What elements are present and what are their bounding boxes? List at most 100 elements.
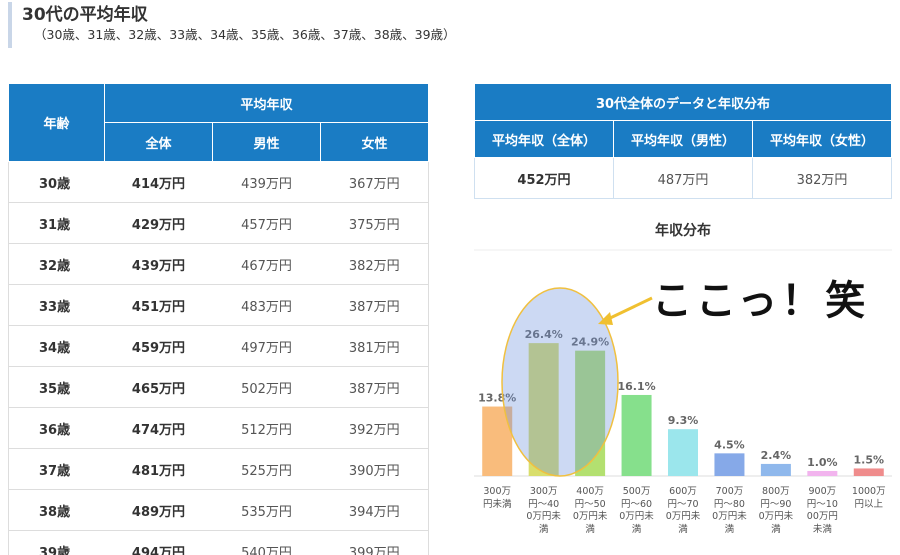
table-cell: 387万円 [320,366,429,408]
table-cell: 502万円 [212,366,321,408]
table-body: 452万円 487万円 382万円 [474,157,892,199]
table-cell: 399万円 [320,530,429,555]
page-title: 30代の平均年収 [22,5,148,25]
column-header: 平均年収（女性） [752,120,892,158]
table-cell: 381万円 [320,325,429,367]
header-row: 年齢 平均年収 [8,83,430,162]
summary-title: 30代全体のデータと年収分布 [474,83,892,121]
header-row: 全体 男性 女性 [9,122,430,162]
table-cell: 497万円 [212,325,321,367]
x-tick-label: 300万円～400万円未満 [526,486,561,535]
bar [482,406,513,476]
table-cell: 367万円 [320,161,429,203]
table-head: 30代全体のデータと年収分布 平均年収（全体） 平均年収（男性） 平均年収（女性） [474,83,892,158]
table-row: 34歳 459万円 497万円 381万円 [8,325,429,367]
table-row: 31歳 429万円 457万円 375万円 [8,202,429,244]
column-header: 平均年収（全体） [474,120,614,158]
table-cell: 392万円 [320,407,429,449]
table-body: 30歳 414万円 439万円 367万円 31歳 429万円 457万円 375万円 32歳 4… [8,161,429,555]
table-cell: 387万円 [320,284,429,326]
table-cell: 540万円 [212,530,321,555]
header-row: 30代全体のデータと年収分布 [474,83,892,121]
x-tick-label: 400万円～500万円未満 [572,486,608,535]
table-cell: 459万円 [104,325,213,367]
x-tick-label: 500万円～600万円未満 [619,486,654,535]
table-cell: 429万円 [104,202,213,244]
table-cell: 525万円 [212,448,321,490]
data-label: 9.3% [668,414,699,427]
bar [807,470,838,476]
data-label: 24.9% [571,336,609,349]
arrow-head [598,312,613,325]
table-cell: 512万円 [212,407,321,449]
data-label: 4.5% [714,438,745,451]
column-header: 平均年収（男性） [613,120,753,158]
x-tick-label: 300万円未満 [482,486,512,510]
x-tick-label: 700万円～800万円未満 [712,486,747,535]
table-cell: 39歳 [8,530,105,555]
header-row: 平均年収（全体） 平均年収（男性） 平均年収（女性） [474,120,892,158]
table-cell: 34歳 [8,325,105,367]
data-label: 26.4% [525,328,563,341]
table-cell: 31歳 [8,202,105,244]
table-row: 37歳 481万円 525万円 390万円 [8,448,429,490]
table-cell: 37歳 [8,448,105,490]
bar [621,394,652,476]
table-row: 33歳 451万円 483万円 387万円 [8,284,429,326]
table-row: 36歳 474万円 512万円 392万円 [8,407,429,449]
table-row: 35歳 465万円 502万円 387万円 [8,366,429,408]
table-cell: 465万円 [104,366,213,408]
table-cell: 394万円 [320,489,429,531]
table-cell: 382万円 [752,157,892,199]
table-cell: 487万円 [613,157,753,199]
chart-title: 年収分布 [655,223,711,239]
data-label: 1.5% [854,453,885,466]
table-cell: 494万円 [104,530,213,555]
table-cell: 439万円 [212,161,321,203]
table-cell: 382万円 [320,243,429,285]
table-cell: 483万円 [212,284,321,326]
highlight [501,287,619,477]
data-label: 2.4% [761,449,792,462]
title-accent [8,2,12,48]
table-row: 39歳 494万円 540万円 399万円 [8,530,429,555]
table-cell: 36歳 [8,407,105,449]
arrow [605,296,653,322]
table-cell: 35歳 [8,366,105,408]
annotation: ここっ！笑 [652,278,870,324]
table-cell: 457万円 [212,202,321,244]
table-head: 年齢 平均年収 全体 男性 女性 [8,83,430,162]
table-cell: 32歳 [8,243,105,285]
table-row: 452万円 487万円 382万円 [474,157,892,199]
column-header: 男性 [212,122,321,162]
age-header: 年齢 [8,83,105,162]
x-tick-label: 1000万円以上 [851,486,886,510]
table-cell: 439万円 [104,243,213,285]
data-label: 13.8% [478,392,516,405]
column-header: 全体 [104,122,213,162]
table-cell: 30歳 [8,161,105,203]
bar [668,429,698,476]
x-tick-label: 600万円～700万円未満 [665,486,701,535]
table-cell: 481万円 [104,448,213,490]
data-label: 1.0% [807,456,838,469]
table-row: 30歳 414万円 439万円 367万円 [8,161,429,203]
table-cell: 38歳 [8,489,105,531]
page-subtitle: （30歳、31歳、32歳、33歳、34歳、35歳、36歳、37歳、38歳、39歳… [34,27,456,42]
table-cell: 414万円 [104,161,213,203]
bar [760,463,791,476]
table-cell: 474万円 [104,407,213,449]
summary-table: 30代全体のデータと年収分布 平均年収（全体） 平均年収（男性） 平均年収（女性） 45… [474,83,892,199]
bar [575,350,606,476]
table-cell: 390万円 [320,448,429,490]
data-label: 16.1% [617,380,655,393]
column-header: 女性 [319,122,430,162]
bar [714,453,745,476]
table-cell: 33歳 [8,284,105,326]
x-tick-label: 900万円～1000万円未満 [806,486,838,535]
table-cell: 451万円 [104,284,213,326]
x-tick-label: 800万円～900万円未満 [758,486,794,535]
age-table: 年齢 平均年収 全体 男性 女性 30歳 414万円 439万円 367万円 31歳 429万円 45… [8,83,430,555]
